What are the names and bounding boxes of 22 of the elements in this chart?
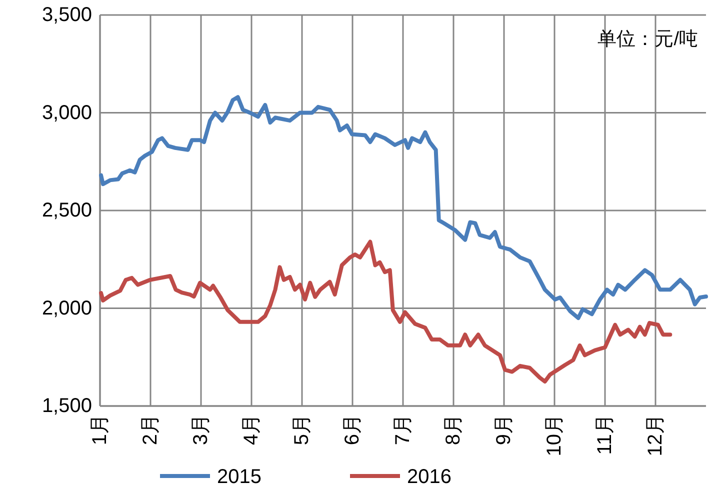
y-tick-label: 2,000 <box>42 297 92 320</box>
x-tick-label: 5月 <box>291 414 313 446</box>
x-tick-label: 6月 <box>342 414 364 446</box>
x-tick-label: 11月 <box>594 414 616 455</box>
legend-label: 2016 <box>407 466 452 488</box>
y-tick-label: 1,500 <box>42 395 92 417</box>
x-tick-label: 12月 <box>644 414 666 456</box>
y-tick-label: 3,000 <box>42 102 92 124</box>
y-tick-label: 2,500 <box>42 200 92 222</box>
x-tick-label: 10月 <box>544 414 566 456</box>
x-tick-label: 2月 <box>140 414 162 446</box>
annotation: 单位：元/吨 <box>598 29 698 50</box>
line-series <box>99 240 672 384</box>
legend-label: 2015 <box>217 466 262 488</box>
y-tick-label: 3,500 <box>42 4 92 26</box>
x-tick-label: 1月 <box>89 414 111 446</box>
x-tick-label: 7月 <box>392 414 414 446</box>
x-tick-label: 8月 <box>442 414 464 446</box>
line-series <box>99 95 708 320</box>
x-tick-label: 3月 <box>190 414 212 446</box>
x-tick-label: 9月 <box>493 414 515 446</box>
x-tick-label: 4月 <box>240 414 262 446</box>
